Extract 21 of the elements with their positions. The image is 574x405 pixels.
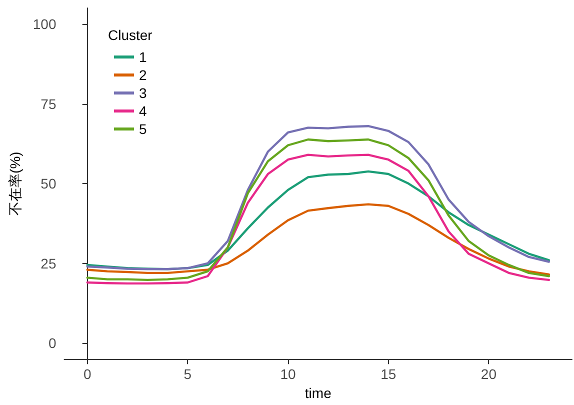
y-tick-label: 50: [40, 176, 56, 192]
x-axis-title: time: [304, 385, 332, 401]
line-series: [86, 203, 550, 276]
legend-label: 5: [139, 121, 147, 137]
y-tick-label: 100: [32, 16, 56, 32]
y-axis-title: 不在率(%): [7, 152, 23, 216]
legend-label: 1: [139, 49, 147, 65]
x-tick-label: 5: [184, 366, 192, 382]
legend-title: Cluster: [108, 27, 153, 43]
legend-label: 4: [139, 103, 147, 119]
x-tick-label: 10: [280, 366, 296, 382]
line-series: [86, 170, 550, 270]
x-tick-label: 0: [83, 366, 92, 382]
y-tick-label: 75: [40, 96, 56, 112]
y-tick-label: 0: [48, 335, 56, 352]
y-tick-label: 25: [40, 255, 56, 272]
x-tick-label: 20: [480, 366, 497, 382]
legend-label: 2: [139, 67, 147, 83]
line-series: [86, 124, 550, 270]
legend-label: 3: [139, 85, 147, 101]
x-tick-label: 15: [380, 366, 396, 382]
